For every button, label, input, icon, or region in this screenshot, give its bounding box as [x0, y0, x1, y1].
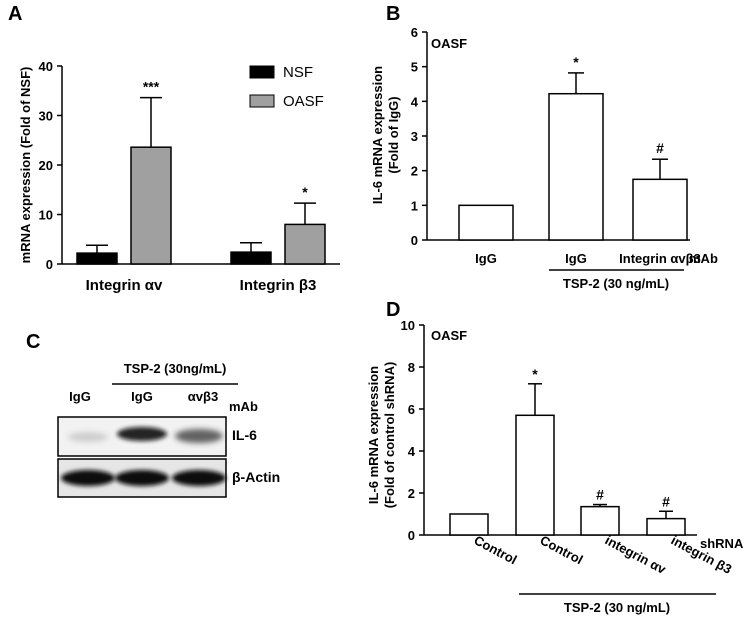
bar [449, 513, 489, 536]
y-tick-label: 0 [46, 257, 53, 272]
y-tick-label: 6 [408, 402, 415, 417]
bar [632, 178, 688, 241]
shrna-label: shRNA [700, 536, 744, 551]
significance-marker: # [596, 487, 604, 503]
band-label-il6: IL-6 [232, 427, 257, 443]
significance-marker: # [662, 493, 670, 509]
legend-swatch-oasf [249, 94, 275, 108]
band-il6-lane3 [175, 429, 223, 443]
panel-b-chart: IL-6 mRNA expression (Fold of IgG) OASF … [370, 25, 718, 291]
x-category-label: Control [472, 532, 520, 567]
treatment-label: TSP-2 (30 ng/mL) [563, 276, 669, 291]
y-tick-label: 8 [408, 360, 415, 375]
panel-d-chart: IL-6 mRNA expression (Fold of control sh… [366, 318, 744, 615]
y-tick-label: 10 [39, 208, 53, 223]
y-tick-label: 10 [401, 318, 415, 333]
x-category-label: IgG [475, 251, 497, 266]
blot-strip-il6 [57, 416, 227, 457]
significance-marker: * [573, 54, 579, 70]
mab-label: mAb [689, 251, 718, 266]
panel-c-blot: TSP-2 (30ng/mL) IgG IgG αvβ3 mAb IL-6 β-… [57, 361, 280, 498]
panel-label-d: D [386, 299, 400, 321]
band-label-actin: β-Actin [232, 469, 280, 485]
y-axis-label-line1: IL-6 mRNA expression [366, 366, 381, 504]
y-tick-label: 5 [411, 60, 418, 75]
y-tick-label: 30 [39, 109, 53, 124]
y-tick-label: 4 [411, 94, 419, 109]
y-tick-label: 4 [408, 444, 416, 459]
band-actin-lane3 [172, 470, 226, 486]
y-axis-label-line2: (Fold of IgG) [386, 96, 401, 173]
band-actin-lane1 [61, 470, 115, 486]
blot-mab-label: mAb [229, 399, 258, 414]
panel-label-b: B [386, 3, 400, 25]
blot-strip-actin [57, 458, 227, 498]
y-axis-label: mRNA expression (Fold of NSF) [18, 67, 33, 264]
bar [515, 414, 555, 536]
significance-marker: * [302, 184, 308, 200]
lane-label-3: αvβ3 [188, 389, 218, 404]
panel-label-c: C [26, 331, 40, 353]
bar [458, 204, 514, 241]
bar-oasf [130, 146, 172, 265]
bar [548, 92, 604, 241]
x-category-label: integrin αv [603, 532, 669, 577]
chart-title: OASF [431, 328, 467, 343]
band-il6-lane2 [117, 427, 167, 441]
y-tick-label: 20 [39, 158, 53, 173]
lane-label-1: IgG [69, 389, 91, 404]
lane-label-2: IgG [131, 389, 153, 404]
significance-marker: # [656, 140, 664, 156]
y-tick-label: 2 [408, 486, 415, 501]
bar-oasf [284, 223, 326, 265]
legend: NSF OASF [249, 64, 324, 110]
panel-label-a: A [8, 3, 22, 25]
y-tick-label: 1 [411, 198, 418, 213]
legend-label-oasf: OASF [283, 93, 324, 110]
y-tick-label: 40 [39, 59, 53, 74]
bar-nsf [76, 252, 118, 265]
x-category-label: IgG [565, 251, 587, 266]
y-tick-label: 0 [408, 528, 415, 543]
x-category-label: Integrin αv [86, 277, 163, 294]
band-actin-lane2 [115, 470, 169, 486]
y-axis-label-line2: (Fold of control shRNA) [382, 362, 397, 509]
significance-marker: *** [143, 79, 160, 95]
panel-a-chart: mRNA expression (Fold of NSF) 010203040 … [18, 59, 340, 294]
chart-title: OASF [431, 36, 467, 51]
legend-swatch-nsf [249, 65, 275, 79]
band-il6-lane1 [68, 432, 108, 442]
x-category-label: Control [538, 532, 586, 567]
y-tick-label: 0 [411, 233, 418, 248]
x-category-label: Integrin αvβ3 [619, 251, 701, 266]
y-tick-label: 3 [411, 129, 418, 144]
y-tick-label: 6 [411, 25, 418, 40]
legend-label-nsf: NSF [283, 64, 313, 81]
significance-marker: * [532, 366, 538, 382]
blot-treatment-label: TSP-2 (30ng/mL) [124, 361, 227, 376]
y-tick-label: 2 [411, 164, 418, 179]
y-axis-label-line1: IL-6 mRNA expression [370, 66, 385, 204]
bar-nsf [230, 251, 272, 265]
x-category-label: Integrin β3 [240, 277, 317, 294]
bar [580, 505, 620, 536]
treatment-label: TSP-2 (30 ng/mL) [564, 600, 670, 615]
bar [646, 517, 686, 536]
